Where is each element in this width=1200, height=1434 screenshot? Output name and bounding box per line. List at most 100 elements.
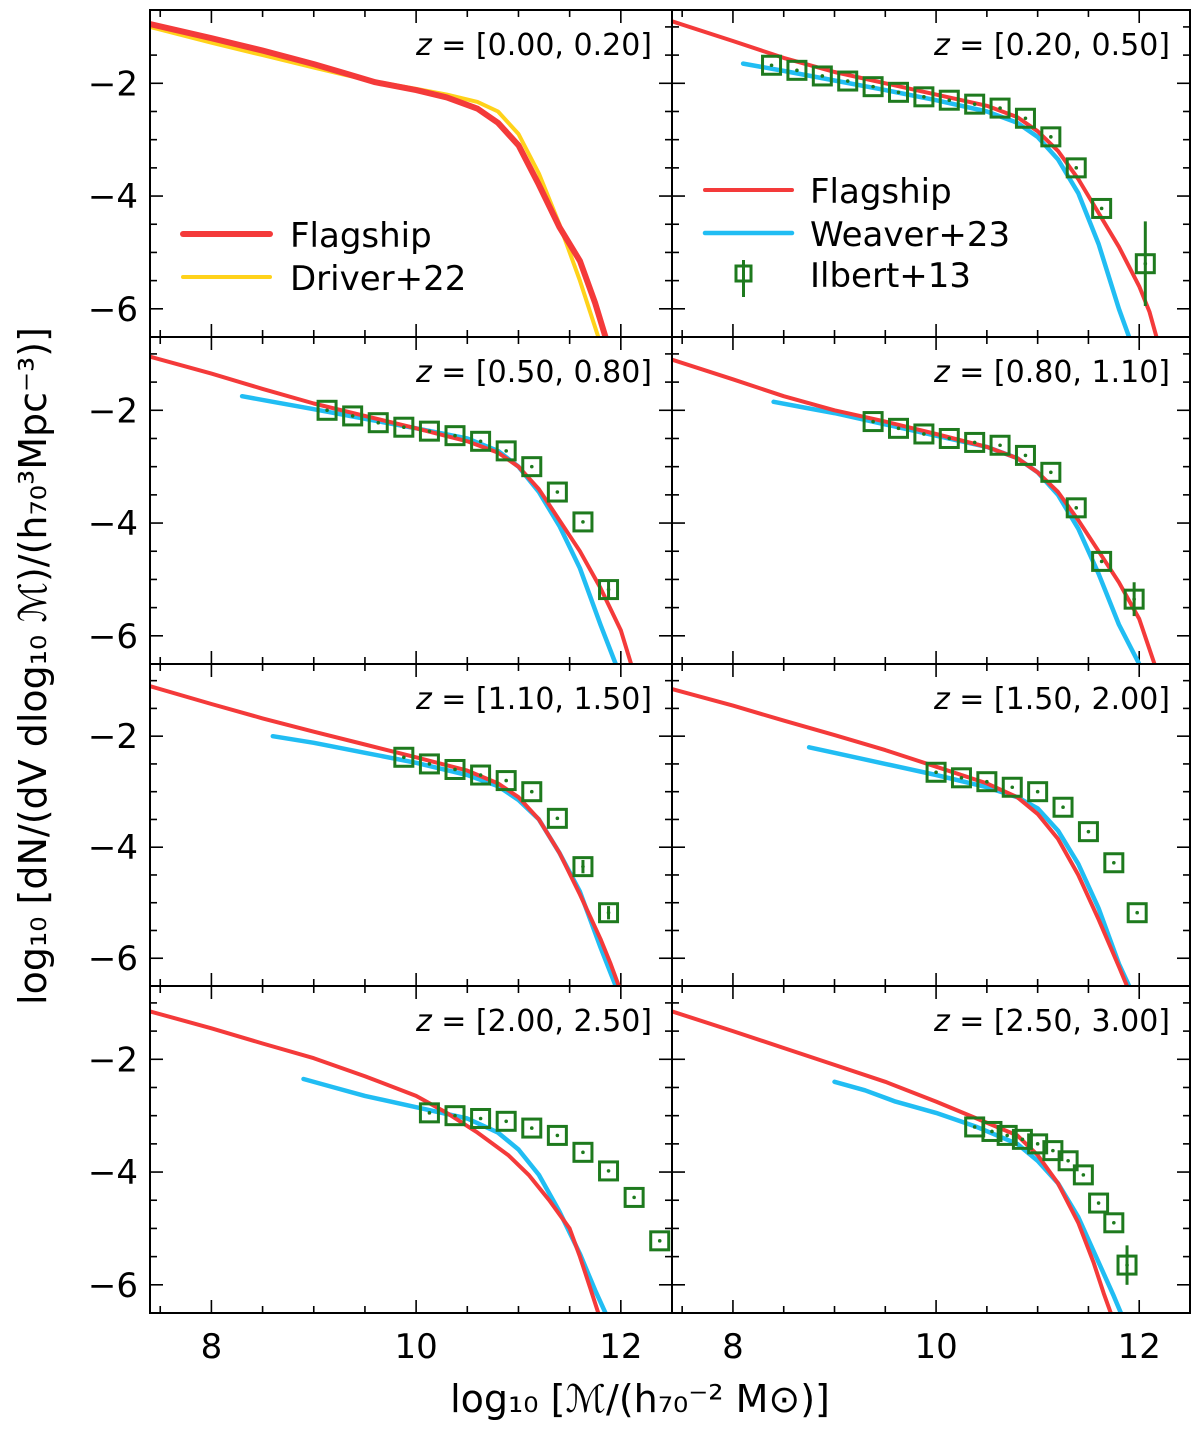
- ilbert-point-center: [1020, 1137, 1025, 1142]
- panel-z-label: z = [0.20, 0.50]: [933, 28, 1170, 63]
- ilbert-point: [964, 93, 986, 115]
- ilbert-point-center: [820, 74, 825, 78]
- z-range: = [2.50, 3.00]: [950, 1004, 1170, 1039]
- series-flagship-line: [672, 687, 1129, 986]
- panel-3: z = [0.80, 1.10]: [671, 336, 1191, 665]
- legend-ilbert-label: Ilbert+13: [810, 256, 971, 296]
- ilbert-point-center: [871, 419, 875, 424]
- ilbert-point: [1065, 497, 1087, 519]
- ilbert-point: [862, 76, 884, 98]
- ilbert-point: [786, 59, 808, 81]
- ilbert-point: [996, 1124, 1018, 1146]
- ilbert-point: [598, 902, 620, 924]
- ilbert-point: [1065, 157, 1087, 179]
- panel-data: [150, 684, 621, 986]
- ilbert-point: [913, 423, 935, 445]
- ilbert-point-center: [1010, 785, 1015, 790]
- panel-data: [672, 687, 1148, 986]
- ilbert-point-center: [606, 587, 611, 592]
- panel-z-label: z = [0.80, 1.10]: [933, 355, 1170, 390]
- ilbert-point: [1040, 461, 1062, 483]
- ilbert-point-center: [1143, 261, 1148, 266]
- ilbert-point-center: [632, 1195, 636, 1200]
- ilbert-point: [1091, 550, 1113, 572]
- legend-driver-label: Driver+22: [290, 259, 466, 299]
- ilbert-point-center: [453, 767, 457, 772]
- ilbert-point: [546, 481, 568, 503]
- ilbert-point: [546, 1124, 568, 1146]
- ilbert-point-center: [427, 1111, 432, 1115]
- ilbert-point-center: [1099, 206, 1104, 211]
- ilbert-point-center: [555, 816, 560, 821]
- x-tick-label: 8: [201, 1327, 223, 1367]
- z-range: = [0.80, 1.10]: [950, 355, 1170, 390]
- ilbert-point-center: [478, 1116, 483, 1121]
- ilbert-point-center: [581, 1150, 585, 1155]
- ilbert-point-center: [504, 449, 508, 453]
- ilbert-point-center: [453, 433, 457, 438]
- ilbert-point: [811, 65, 833, 87]
- ilbert-point: [887, 417, 909, 439]
- ilbert-point: [1088, 1192, 1110, 1214]
- ilbert-point-center: [529, 464, 534, 469]
- ilbert-point: [1014, 107, 1036, 129]
- panel-z-label: z = [2.00, 2.50]: [415, 1004, 652, 1039]
- ilbert-point: [989, 434, 1011, 456]
- ilbert-point-center: [529, 1126, 534, 1130]
- ilbert-point-center: [478, 773, 483, 777]
- z-range: = [1.10, 1.50]: [432, 682, 652, 717]
- ilbert-point: [495, 440, 517, 462]
- z-range: = [1.50, 2.00]: [950, 682, 1170, 717]
- ilbert-point-center: [972, 102, 977, 106]
- ilbert-point: [1040, 126, 1062, 148]
- y-tick-label: −2: [88, 391, 138, 431]
- y-tick-label: −6: [88, 1266, 138, 1306]
- ilbert-point: [925, 761, 947, 783]
- ilbert-point-center: [1023, 453, 1028, 458]
- ilbert-point-center: [1125, 1263, 1129, 1267]
- ilbert-point-center: [504, 778, 508, 783]
- ilbert-point-center: [1066, 1158, 1070, 1163]
- ilbert-point-center: [555, 1133, 560, 1138]
- ilbert-point-center: [990, 1129, 994, 1134]
- ilbert-point: [546, 807, 568, 829]
- ilbert-point-center: [1061, 805, 1065, 810]
- z-symbol: z: [933, 28, 951, 63]
- ilbert-point-center: [1035, 1142, 1040, 1146]
- z-range: = [0.20, 0.50]: [950, 28, 1170, 63]
- ilbert-point: [1014, 444, 1036, 466]
- x-tick-label: 10: [394, 1327, 437, 1367]
- ilbert-point-center: [427, 429, 432, 433]
- panel-data: [150, 1009, 671, 1313]
- y-tick-label: −6: [88, 939, 138, 979]
- ilbert-point: [367, 412, 389, 434]
- ilbert-point-center: [453, 1113, 457, 1118]
- ilbert-point-center: [1081, 1173, 1086, 1177]
- ilbert-point-center: [325, 408, 329, 413]
- ilbert-point: [393, 416, 415, 438]
- panel-data: [672, 357, 1157, 664]
- ilbert-point-center: [1074, 506, 1079, 510]
- ilbert-point-center: [606, 1169, 611, 1173]
- z-range: = [0.50, 0.80]: [432, 355, 652, 390]
- series-flagship-line: [150, 354, 634, 664]
- y-tick-label: −2: [88, 64, 138, 104]
- x-tick-label: 12: [599, 1327, 642, 1367]
- ilbert-point-center: [1049, 135, 1053, 139]
- ilbert-point: [1011, 1128, 1033, 1150]
- z-symbol: z: [415, 355, 433, 390]
- panel-data: [672, 1009, 1138, 1313]
- panel-data: [150, 21, 609, 337]
- ilbert-point: [495, 770, 517, 792]
- ilbert-point: [444, 758, 466, 780]
- ilbert-point: [1072, 1164, 1094, 1186]
- ilbert-point-center: [376, 420, 381, 425]
- z-symbol: z: [415, 682, 433, 717]
- ilbert-point: [470, 430, 492, 452]
- ilbert-point-center: [1086, 829, 1091, 834]
- ilbert-point: [887, 81, 909, 103]
- panel-5: z = [1.50, 2.00]: [671, 663, 1191, 987]
- ilbert-point-center: [504, 1119, 508, 1124]
- ilbert-point: [444, 425, 466, 447]
- ilbert-point: [1027, 781, 1049, 803]
